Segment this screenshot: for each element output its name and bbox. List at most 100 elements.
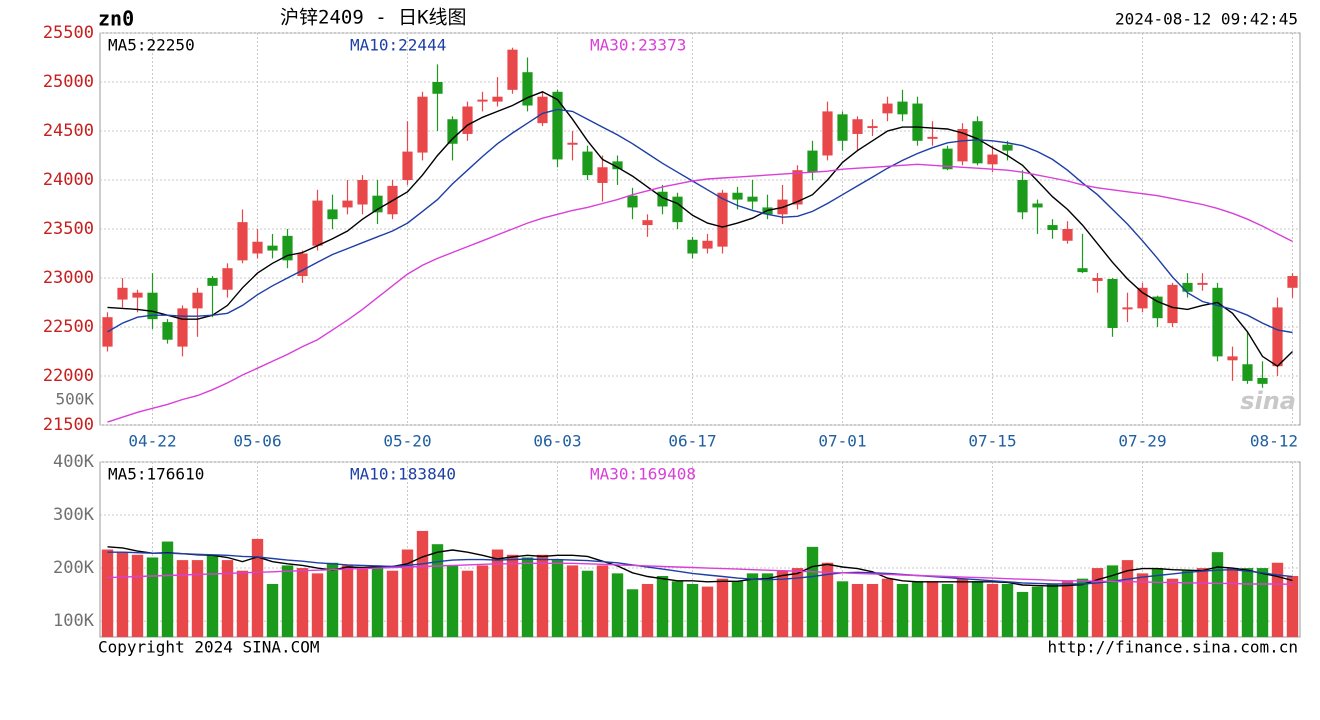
volume-bar	[986, 583, 999, 637]
candle-body	[1152, 296, 1163, 319]
volume-bar	[146, 557, 159, 637]
legend-label: MA30:169408	[590, 465, 696, 484]
candle-body	[282, 235, 293, 261]
volume-bar	[806, 546, 819, 637]
x-tick-label: 05-06	[233, 432, 281, 451]
candle-body	[342, 200, 353, 208]
volume-bar	[1181, 570, 1194, 637]
candle-body	[642, 220, 653, 226]
candle-body	[1077, 268, 1088, 273]
volume-bar	[506, 554, 519, 637]
candle-body	[177, 308, 188, 347]
volume-bar	[566, 565, 579, 637]
candle-body	[927, 136, 938, 139]
volume-bar	[701, 586, 714, 637]
volume-bar	[251, 538, 264, 637]
volume-bar	[1196, 568, 1209, 637]
legend-label: MA5:22250	[108, 36, 195, 55]
candle-body	[687, 239, 698, 254]
candle-body	[102, 317, 113, 347]
volume-bar	[341, 565, 354, 637]
volume-bar	[596, 565, 609, 637]
volume-bar	[1091, 568, 1104, 637]
y-tick-label: 400K	[53, 452, 95, 472]
legend-label: MA5:176610	[108, 465, 204, 484]
volume-bar	[551, 560, 564, 637]
candle-body	[492, 96, 503, 102]
candle-body	[1227, 356, 1238, 361]
candle-body	[912, 103, 923, 141]
candle-body	[192, 292, 203, 309]
candle-body	[1272, 307, 1283, 367]
candle-body	[1002, 144, 1013, 151]
volume-bar	[716, 578, 729, 637]
candle-body	[567, 142, 578, 145]
watermark: sina	[1240, 387, 1296, 415]
y-tick-label: 22000	[43, 366, 94, 386]
volume-bar	[1061, 581, 1074, 637]
candle-body	[702, 240, 713, 249]
volume-bar	[1076, 578, 1089, 637]
candle-body	[462, 106, 473, 134]
x-tick-label: 06-17	[668, 432, 716, 451]
candle-body	[1047, 225, 1058, 230]
candle-body	[972, 121, 983, 164]
volume-bar	[1241, 568, 1254, 637]
ma-line	[107, 551, 1293, 585]
candle-body	[837, 114, 848, 141]
y-tick-label: 23500	[43, 219, 94, 239]
candle-body	[1107, 278, 1118, 328]
candle-body	[132, 292, 143, 298]
volume-bar	[491, 549, 504, 637]
candle-body	[1167, 284, 1178, 324]
candle-body	[597, 167, 608, 183]
volume-bar	[1166, 578, 1179, 637]
volume-bar	[746, 573, 759, 637]
y-tick-label: 23000	[43, 268, 94, 288]
volume-bar	[311, 573, 324, 637]
volume-bar	[281, 565, 294, 637]
volume-bar	[896, 583, 909, 637]
candle-body	[537, 96, 548, 124]
candle-body	[222, 268, 233, 290]
candle-body	[1182, 282, 1193, 292]
candle-body	[447, 119, 458, 144]
volume-bar	[851, 583, 864, 637]
candle-body	[1197, 282, 1208, 285]
volume-bar	[1271, 562, 1284, 637]
candle-body	[252, 241, 263, 254]
volume-bar	[296, 568, 309, 637]
candle-body	[1287, 276, 1298, 288]
candle-body	[672, 196, 683, 223]
volume-bar	[1121, 560, 1134, 637]
volume-bar	[191, 560, 204, 637]
candle-body	[1212, 287, 1223, 357]
volume-bar	[431, 544, 444, 637]
candle-body	[1257, 377, 1268, 384]
x-tick-label: 07-15	[968, 432, 1016, 451]
legend-label: MA30:23373	[590, 36, 686, 55]
volume-bar	[1136, 573, 1149, 637]
volume-bar	[1016, 591, 1029, 637]
volume-bar	[521, 557, 534, 637]
volume-bar	[641, 583, 654, 637]
volume-bar	[461, 570, 474, 637]
volume-bar	[131, 554, 144, 637]
candle-body	[942, 148, 953, 170]
symbol: zn0	[98, 7, 134, 31]
candle-body	[792, 170, 803, 205]
candle-body	[987, 154, 998, 165]
candle-body	[1062, 229, 1073, 241]
candle-body	[267, 245, 278, 251]
volume-bar	[866, 583, 879, 637]
volume-bar	[1256, 568, 1269, 637]
candle-body	[1032, 203, 1043, 208]
source-url: http://finance.sina.com.cn	[1048, 638, 1298, 657]
volume-bar	[101, 549, 114, 637]
annotation: 500K	[55, 390, 94, 409]
candle-body	[747, 196, 758, 202]
x-tick-label: 04-22	[128, 432, 176, 451]
ma-line	[107, 546, 1293, 587]
y-tick-label: 25500	[43, 23, 94, 43]
volume-bar	[881, 578, 894, 637]
